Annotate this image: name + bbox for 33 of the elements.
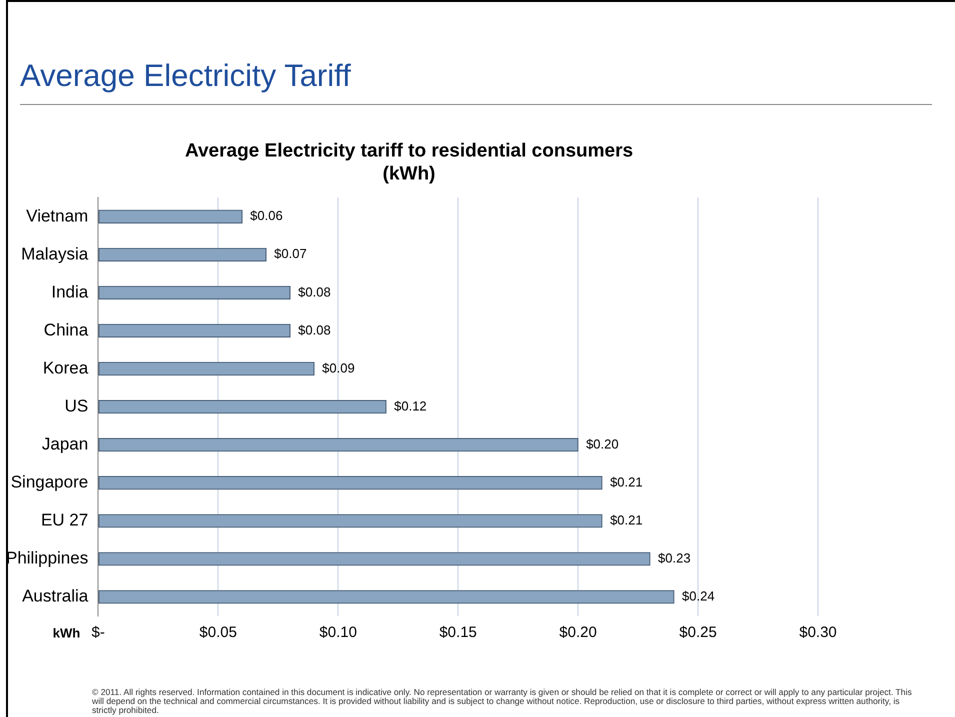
data-label: $0.08 bbox=[298, 322, 331, 338]
chart-subtitle: Average Electricity tariff to residential consumers (kWh) bbox=[184, 140, 634, 184]
x-tick-label: $0.05 bbox=[199, 624, 237, 642]
x-tick-label: $0.30 bbox=[799, 624, 837, 642]
y-tick-label: EU 27 bbox=[40, 510, 88, 530]
x-tick-label: $0.20 bbox=[559, 624, 597, 642]
text: © 2011. All rights reserved. Information contained in this document is indicative only. No representation or warranty is given or should be relied on that it is complete or correct or will apply to any particular project. This will depend on the technical and commercial circumstances. It is provided without liability and is subject to change without notice. Reproduction, use or disclosure to third parties, without express written authority, is strictly prohibited. bbox=[92, 687, 912, 715]
y-tick-label: Malaysia bbox=[21, 244, 89, 264]
y-tick-label: Vietnam bbox=[26, 206, 88, 226]
x-tick-label: $0.25 bbox=[679, 624, 717, 642]
x-axis-title: kWh bbox=[52, 626, 80, 641]
data-label: $0.09 bbox=[322, 360, 355, 376]
data-label: $0.20 bbox=[586, 436, 619, 452]
chart-title: Average Electricity Tariff bbox=[20, 58, 351, 94]
x-tick-label: $- bbox=[92, 624, 105, 642]
data-label: $0.21 bbox=[610, 474, 643, 490]
y-tick-label: Philippines bbox=[6, 548, 88, 568]
x-tick-label: $0.10 bbox=[319, 624, 357, 642]
data-label: $0.12 bbox=[394, 398, 427, 414]
y-tick-label: Singapore bbox=[10, 472, 88, 492]
data-label: $0.21 bbox=[610, 512, 643, 528]
y-tick-label: Australia bbox=[22, 586, 89, 606]
y-tick-label: India bbox=[51, 282, 89, 302]
data-label: $0.07 bbox=[274, 246, 307, 262]
y-tick-label: Japan bbox=[42, 434, 88, 454]
data-label: $0.06 bbox=[250, 208, 283, 224]
y-tick-label: China bbox=[44, 320, 89, 340]
data-label: $0.24 bbox=[682, 588, 715, 604]
y-tick-label: Korea bbox=[42, 358, 89, 378]
y-tick-label: US bbox=[64, 396, 88, 416]
data-label: $0.08 bbox=[298, 284, 331, 300]
x-tick-label: $0.15 bbox=[439, 624, 477, 642]
data-label: $0.23 bbox=[658, 550, 691, 566]
